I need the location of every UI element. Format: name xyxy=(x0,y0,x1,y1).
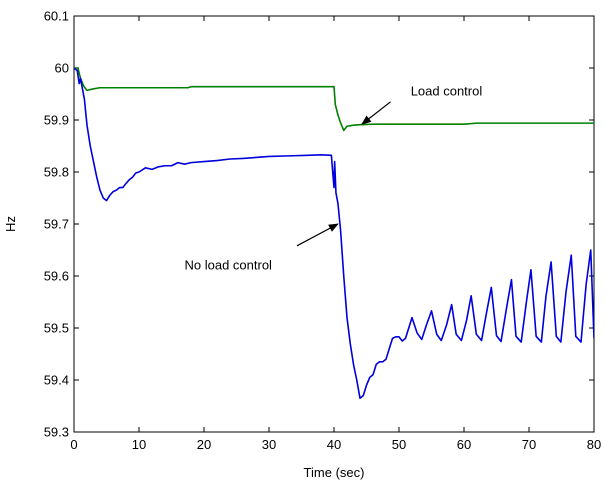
plot-area xyxy=(73,15,595,433)
x-tick-label: 50 xyxy=(392,437,406,452)
x-tick-label: 60 xyxy=(457,437,471,452)
annotation-arrow xyxy=(361,101,391,125)
y-tick-label: 59.4 xyxy=(44,373,69,388)
y-tick-label: 59.9 xyxy=(44,113,69,128)
y-axis-label: Hz xyxy=(3,216,18,232)
x-tick-label: 70 xyxy=(522,437,536,452)
x-tick-label: 80 xyxy=(587,437,601,452)
y-tick-label: 59.3 xyxy=(44,425,69,440)
y-tick-label: 59.5 xyxy=(44,321,69,336)
x-tick-label: 40 xyxy=(327,437,341,452)
x-axis-label: Time (sec) xyxy=(304,465,365,480)
series-line-no-load-control xyxy=(74,67,594,400)
y-tick-label: 60 xyxy=(55,61,69,76)
y-tick-label: 60.1 xyxy=(44,9,69,24)
annotation-label: Load control xyxy=(411,83,483,98)
series-layer xyxy=(74,67,594,400)
y-tick-label: 59.7 xyxy=(44,217,69,232)
y-tick-label: 59.8 xyxy=(44,165,69,180)
annotation-layer: Load control No load control xyxy=(185,83,483,272)
y-tick-label: 59.6 xyxy=(44,269,69,284)
series-line-load-control xyxy=(74,67,594,132)
annotation-label: No load control xyxy=(185,258,273,273)
y-axis-ticks: 59.3 59.4 59.5 59.6 59.7 59.8 59.9 60 60.1 xyxy=(44,9,594,440)
annotation-arrow xyxy=(296,223,339,247)
x-tick-label: 30 xyxy=(262,437,276,452)
x-axis-ticks: 0 10 20 30 40 50 60 70 80 xyxy=(70,16,601,452)
x-tick-label: 10 xyxy=(132,437,146,452)
x-tick-label: 20 xyxy=(197,437,211,452)
x-tick-label: 0 xyxy=(70,437,77,452)
